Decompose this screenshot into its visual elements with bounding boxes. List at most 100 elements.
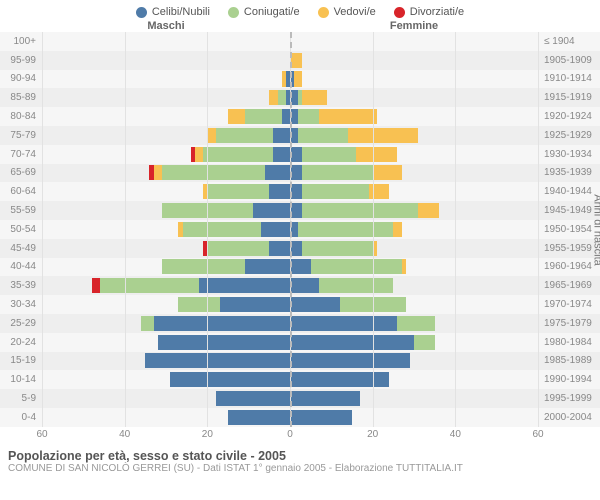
legend-label: Coniugati/e bbox=[244, 6, 300, 18]
age-label: 100+ bbox=[0, 36, 42, 47]
pyramid-row: 50-541950-1954 bbox=[0, 220, 600, 239]
female-half bbox=[290, 70, 538, 89]
bar-segment-cel bbox=[290, 316, 397, 331]
female-half bbox=[290, 408, 538, 427]
year-label: 1975-1979 bbox=[538, 318, 600, 329]
bar-segment-con bbox=[278, 90, 286, 105]
female-half bbox=[290, 201, 538, 220]
year-label: 1980-1984 bbox=[538, 337, 600, 348]
bar-segment-con bbox=[340, 297, 406, 312]
bar-segment-ved bbox=[294, 71, 302, 86]
bar-segment-cel bbox=[290, 372, 389, 387]
bars-area bbox=[42, 295, 538, 314]
axis-right-title: Anni di nascita bbox=[592, 194, 600, 266]
pyramid-row: 35-39 1965-1969 bbox=[0, 276, 600, 295]
year-label: 1925-1929 bbox=[538, 130, 600, 141]
bars-area bbox=[42, 276, 538, 295]
male-half bbox=[42, 314, 290, 333]
legend-item: Divorziati/e bbox=[394, 6, 464, 18]
year-label: 1970-1974 bbox=[538, 299, 600, 310]
legend-item: Vedovi/e bbox=[318, 6, 376, 18]
bar-segment-cel bbox=[216, 391, 290, 406]
female-half bbox=[290, 182, 538, 201]
bar-segment-cel bbox=[253, 203, 290, 218]
female-half bbox=[290, 389, 538, 408]
bar-segment-cel bbox=[269, 184, 290, 199]
x-tick-label: 60 bbox=[36, 429, 47, 440]
male-half bbox=[42, 258, 290, 277]
pyramid-row: 45-491955-1959 bbox=[0, 239, 600, 258]
bar-segment-con bbox=[302, 241, 372, 256]
bar-segment-ved bbox=[348, 128, 418, 143]
bar-segment-con bbox=[178, 297, 219, 312]
female-half bbox=[290, 107, 538, 126]
legend-label: Vedovi/e bbox=[334, 6, 376, 18]
bar-segment-ved bbox=[154, 165, 162, 180]
age-label: 35-39 bbox=[0, 280, 42, 291]
bar-segment-cel bbox=[290, 184, 302, 199]
bar-segment-con bbox=[414, 335, 435, 350]
bar-segment-con bbox=[207, 241, 269, 256]
age-label: 60-64 bbox=[0, 186, 42, 197]
pyramid-row: 85-891915-1919 bbox=[0, 88, 600, 107]
chart-subtitle: COMUNE DI SAN NICOLÒ GERREI (SU) - Dati … bbox=[8, 463, 592, 474]
bar-segment-con bbox=[302, 147, 356, 162]
bar-segment-cel bbox=[154, 316, 290, 331]
legend-swatch bbox=[228, 7, 239, 18]
bars-area bbox=[42, 389, 538, 408]
bar-segment-con bbox=[141, 316, 153, 331]
bar-segment-ved bbox=[269, 90, 277, 105]
legend: Celibi/NubiliConiugati/eVedovi/eDivorzia… bbox=[0, 0, 600, 20]
male-half bbox=[42, 107, 290, 126]
header-labels: Maschi Femmine bbox=[0, 20, 600, 32]
bars-area bbox=[42, 32, 538, 51]
pyramid-row: 40-441960-1964 bbox=[0, 258, 600, 277]
footer: Popolazione per età, sesso e stato civil… bbox=[0, 445, 600, 474]
male-half bbox=[42, 389, 290, 408]
male-half bbox=[42, 352, 290, 371]
male-half bbox=[42, 70, 290, 89]
age-label: 45-49 bbox=[0, 243, 42, 254]
year-label: 1920-1924 bbox=[538, 111, 600, 122]
year-label: 1965-1969 bbox=[538, 280, 600, 291]
bars-area bbox=[42, 145, 538, 164]
bar-segment-cel bbox=[228, 410, 290, 425]
pyramid-chart: Celibi/NubiliConiugati/eVedovi/eDivorzia… bbox=[0, 0, 600, 500]
pyramid-row: 100+≤ 1904 bbox=[0, 32, 600, 51]
bar-segment-con bbox=[183, 222, 262, 237]
female-half bbox=[290, 220, 538, 239]
age-label: 55-59 bbox=[0, 205, 42, 216]
female-half bbox=[290, 370, 538, 389]
age-label: 65-69 bbox=[0, 167, 42, 178]
bar-segment-cel bbox=[145, 353, 290, 368]
female-half bbox=[290, 258, 538, 277]
bar-segment-cel bbox=[290, 391, 360, 406]
bars-area bbox=[42, 352, 538, 371]
bar-segment-cel bbox=[290, 297, 340, 312]
female-half bbox=[290, 88, 538, 107]
bars-area bbox=[42, 314, 538, 333]
bar-segment-cel bbox=[290, 109, 298, 124]
x-tick-label: 20 bbox=[202, 429, 213, 440]
year-label: 1910-1914 bbox=[538, 73, 600, 84]
bar-segment-ved bbox=[402, 259, 406, 274]
bar-segment-cel bbox=[290, 147, 302, 162]
age-label: 70-74 bbox=[0, 149, 42, 160]
bar-segment-con bbox=[397, 316, 434, 331]
bar-segment-con bbox=[100, 278, 199, 293]
bar-segment-ved bbox=[290, 53, 302, 68]
legend-swatch bbox=[318, 7, 329, 18]
bar-segment-cel bbox=[282, 109, 290, 124]
female-half bbox=[290, 145, 538, 164]
bar-segment-con bbox=[162, 165, 265, 180]
bar-segment-ved bbox=[195, 147, 203, 162]
female-half bbox=[290, 126, 538, 145]
year-label: 1930-1934 bbox=[538, 149, 600, 160]
male-half bbox=[42, 201, 290, 220]
bar-segment-cel bbox=[273, 128, 290, 143]
bar-segment-cel bbox=[245, 259, 290, 274]
bar-segment-cel bbox=[273, 147, 290, 162]
bar-segment-cel bbox=[265, 165, 290, 180]
bar-segment-con bbox=[216, 128, 274, 143]
age-label: 5-9 bbox=[0, 393, 42, 404]
